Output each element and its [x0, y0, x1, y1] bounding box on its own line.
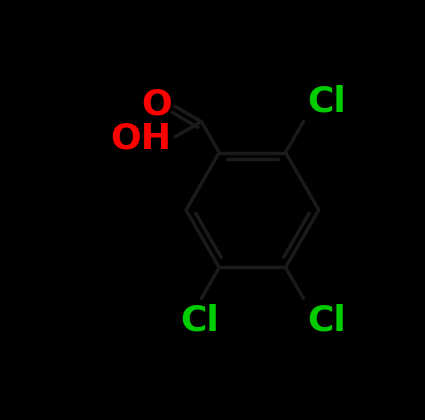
Text: O: O	[141, 87, 172, 121]
Text: OH: OH	[110, 122, 172, 156]
Text: Cl: Cl	[308, 303, 346, 337]
Text: Cl: Cl	[308, 84, 346, 118]
Text: Cl: Cl	[180, 303, 218, 337]
